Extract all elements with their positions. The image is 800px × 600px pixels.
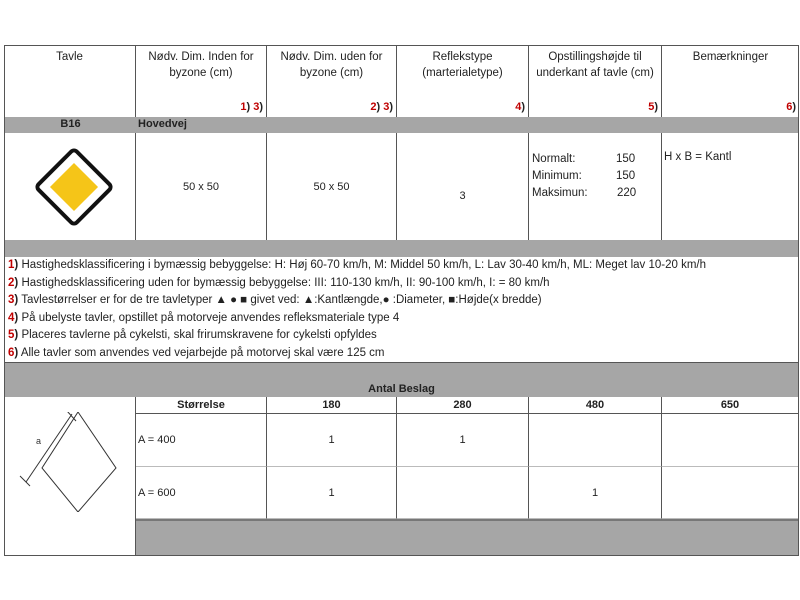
footnote-item: 3) Tavlestørrelser er for de tre tavlety… [8, 294, 542, 306]
beslag-column-header: 480 [529, 397, 662, 414]
footnote-ref: 5) [648, 101, 658, 113]
dim-inside-value: 50 x 50 [136, 133, 267, 240]
diagram-cell: a [4, 397, 136, 555]
height-maximum: Maksimun: 220 [532, 187, 637, 199]
footnotes-list: 1) Hastighedsklassificering i bymæssig b… [4, 257, 799, 362]
height-minimum: Minimum: 150 [532, 170, 636, 182]
footnote-ref: 2) 3) [370, 101, 393, 113]
beslag-footer-row [136, 519, 798, 555]
footnote-item: 6) Alle tavler som anvendes ved vejarbej… [8, 346, 385, 359]
beslag-cell [397, 467, 529, 519]
heights-cell: Normalt: 150 Minimum: 150 Maksimun: 220 [529, 133, 662, 240]
sign-name: Hovedvej [138, 118, 187, 130]
remark-value: H x B = Kantl [664, 151, 732, 163]
dim-outside-value: 50 x 50 [267, 133, 397, 240]
footnote-ref: 1) 3) [240, 101, 263, 113]
column-header: Nødv. Dim. uden for byzone (cm) 2) 3) [267, 45, 397, 117]
beslag-cell [662, 414, 798, 467]
beslag-cell: 1 [529, 467, 662, 519]
beslag-title-row: Antal Beslag [5, 362, 798, 397]
footnote-item: 5) Placeres tavlerne på cykelsti, skal f… [8, 329, 377, 341]
priority-road-sign-icon [35, 148, 113, 226]
beslag-cell [529, 414, 662, 467]
footnote-ref: 4) [515, 101, 525, 113]
footnote-item: 2) Hastighedsklassificering uden for bym… [8, 276, 550, 289]
sign-image-cell [4, 133, 136, 240]
sign-code: B16 [60, 118, 81, 130]
column-header: Bemærkninger 6) [692, 51, 796, 113]
footnote-ref: 6) [786, 101, 796, 113]
beslag-cell [662, 467, 798, 519]
separator-row [5, 240, 798, 257]
beslag-cell: 1 [267, 467, 397, 519]
table-frame [4, 45, 799, 556]
beslag-column-header: 280 [397, 397, 529, 414]
footnote-item: 1) Hastighedsklassificering i bymæssig b… [8, 259, 706, 271]
reflex-value: 3 [397, 133, 529, 240]
footnote-item: 4) På ubelyste tavler, opstillet på moto… [8, 311, 400, 324]
beslag-cell: 1 [397, 414, 529, 467]
column-header: Tavle [4, 45, 136, 117]
beslag-column-header: Størrelse [136, 397, 267, 414]
column-header: Reflekstype (marterialetype) 4) [397, 45, 529, 117]
beslag-title: Antal Beslag [368, 383, 435, 395]
sign-title-row: B16 Hovedvej [5, 117, 798, 133]
diamond-dimension-diagram: a [19, 412, 117, 512]
beslag-column-header: 180 [267, 397, 397, 414]
beslag-cell: A = 400 [136, 414, 267, 467]
column-header: Opstillingshøjde til underkant af tavle … [529, 45, 662, 117]
column-header: Nødv. Dim. Inden for byzone (cm) 1) 3) [136, 45, 267, 117]
height-normal: Normalt: 150 [532, 153, 636, 165]
beslag-column-header: 650 [662, 397, 798, 414]
beslag-cell: A = 600 [136, 467, 267, 519]
diagram-label: a [36, 436, 41, 446]
beslag-cell: 1 [267, 414, 397, 467]
